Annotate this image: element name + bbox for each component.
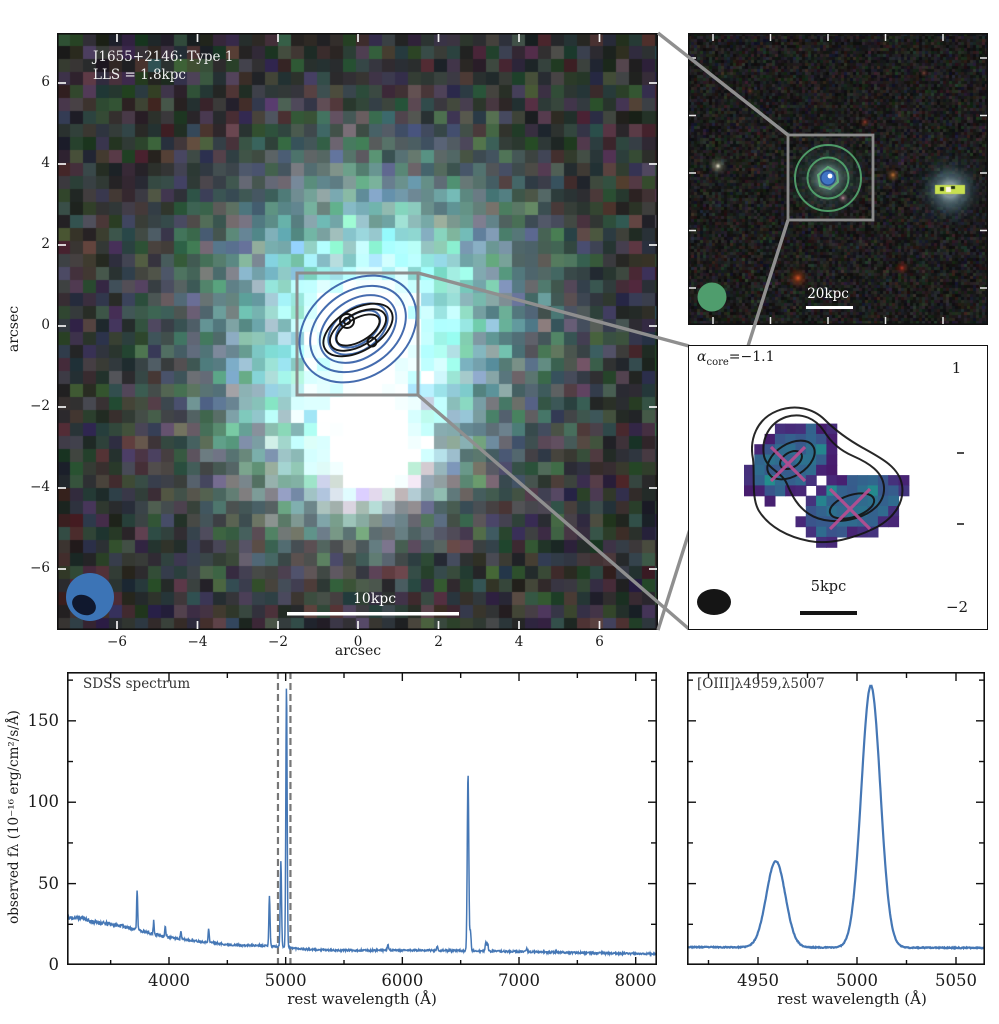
main-x-tick-label: 0 (353, 634, 363, 650)
main-y-tick-label: 0 (41, 317, 50, 333)
panel-border (67, 672, 657, 965)
main-x-tick-label: −2 (268, 634, 288, 650)
colorbar-min-label: −2 (945, 598, 969, 616)
main-x-tick-label: 2 (434, 634, 443, 650)
main-xaxis-title: arcsec (334, 643, 382, 659)
alpha-value: =−1.1 (728, 349, 775, 365)
galaxy-lls-label: LLS = 1.8kpc (93, 67, 186, 83)
spectrum-y-tick-label: 150 (27, 710, 60, 730)
oiii-zoom-plot (687, 672, 985, 965)
sdss-spectrum-plot (67, 672, 657, 965)
field-scale-bar-label: 20kpc (807, 286, 849, 302)
map-scale-bar-label: 5kpc (810, 579, 847, 595)
oiii-x-tick-label: 5000 (836, 971, 878, 990)
main-x-tick-label: 4 (514, 634, 524, 650)
panel-border (687, 672, 985, 965)
main-x-tick-label: −6 (107, 634, 127, 650)
sdss-spectrum-panel: SDSS spectrum (67, 672, 657, 965)
scale-bar-label: 10kpc (353, 591, 397, 607)
spectrum-line (67, 688, 657, 958)
spectrum-x-tick-label: 4000 (148, 971, 190, 990)
alpha-core-label: αcore=−1.1 (697, 349, 775, 368)
spectrum-x-tick-label: 6000 (381, 971, 424, 990)
colorbar-max-label: 1 (951, 359, 962, 377)
oiii-region-markers (276, 672, 292, 965)
main-y-tick-label: −4 (30, 479, 50, 495)
oiii-zoom-panel: [OIII]λ4959,λ5007 (687, 672, 985, 965)
galaxy-image-panel: J1655+2146: Type 1 LLS = 1.8kpc 10kpc (57, 33, 658, 630)
spectrum-annotation: SDSS spectrum (83, 676, 191, 692)
main-y-tick-label: −2 (30, 398, 50, 414)
main-x-tick-label: 6 (595, 634, 604, 650)
field-optical-image (688, 33, 988, 325)
spectrum-y-tick-label: 100 (27, 792, 60, 812)
spectrum-x-tick-label: 7000 (498, 971, 540, 990)
spectrum-x-tick-label: 5000 (264, 971, 307, 990)
map-scale-bar (800, 611, 857, 615)
radio-core-x-markers (769, 445, 872, 531)
main-y-tick-label: 6 (41, 74, 50, 90)
spectrum-line (687, 684, 985, 951)
field-image-panel: 20kpc (688, 33, 988, 325)
oiii-x-tick-label: 4950 (737, 971, 779, 990)
galaxy-optical-image (57, 33, 658, 630)
galaxy-annotation: J1655+2146: Type 1 LLS = 1.8kpc (93, 48, 233, 84)
colorbar-ticks (957, 452, 964, 525)
main-y-tick-label: 2 (41, 236, 50, 252)
oiii-annotation: [OIII]λ4959,λ5007 (697, 676, 825, 692)
main-y-tick-label: 4 (41, 155, 50, 171)
spectrum-xaxis-title: rest wavelength (Å) (287, 990, 437, 1008)
spectrum-x-tick-label: 8000 (614, 971, 657, 990)
spectrum-yaxis-title: observed fλ (10⁻¹⁶ erg/cm²/s/Å) (6, 710, 22, 924)
spectrum-y-tick-label: 50 (38, 873, 59, 893)
radio-contours-zoom (751, 406, 904, 544)
beam-ellipse-map (697, 589, 731, 615)
spectral-index-map-pixels (744, 423, 910, 548)
axis-ticks (68, 673, 656, 965)
alpha-subscript: core (706, 356, 729, 368)
oiii-xaxis-title: rest wavelength (Å) (777, 990, 927, 1008)
spectrum-y-tick-label: 0 (48, 955, 60, 974)
spectral-index-panel: αcore=−1.1 5kpc 1 −2 (688, 345, 988, 630)
main-x-tick-label: −4 (187, 634, 208, 650)
oiii-x-tick-label: 5050 (935, 971, 977, 990)
main-y-tick-label: −6 (30, 560, 50, 576)
axis-ticks (688, 673, 984, 965)
galaxy-name-label: J1655+2146: Type 1 (93, 49, 234, 65)
